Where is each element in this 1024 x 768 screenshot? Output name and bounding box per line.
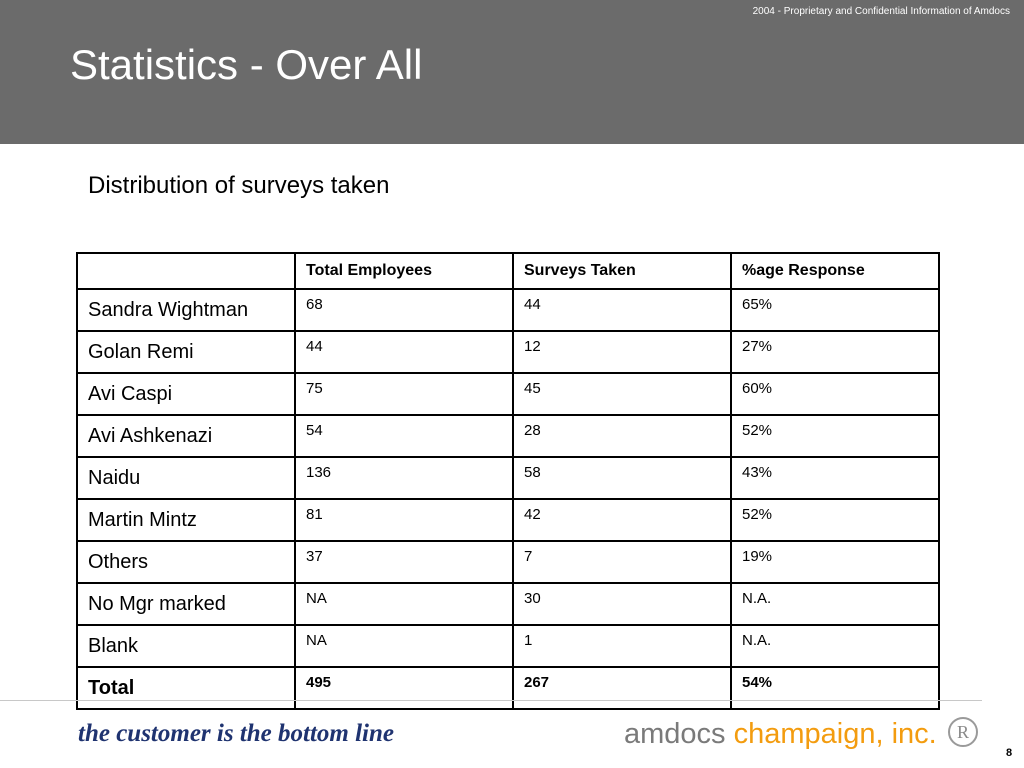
- logo-champaign-text: champaign, inc.: [733, 718, 937, 750]
- row-surveys-taken: 42: [512, 498, 732, 542]
- slide-subtitle: Distribution of surveys taken: [88, 172, 390, 199]
- column-header-total-employees: Total Employees: [294, 252, 514, 290]
- slide-header: 2004 - Proprietary and Confidential Info…: [0, 0, 1024, 144]
- row-response: 19%: [730, 540, 940, 584]
- company-logo: amdocs champaign, inc.: [624, 718, 937, 751]
- row-name: No Mgr marked: [76, 582, 296, 626]
- table-row: Golan Remi 44 12 27%: [76, 330, 940, 374]
- table-row: Avi Ashkenazi 54 28 52%: [76, 414, 940, 458]
- footer-tagline: the customer is the bottom line: [78, 720, 394, 747]
- row-name: Avi Ashkenazi: [76, 414, 296, 458]
- row-total-employees: 81: [294, 498, 514, 542]
- row-total-employees: NA: [294, 624, 514, 668]
- total-surveys-sum: 267: [512, 666, 732, 710]
- table-row: Others 37 7 19%: [76, 540, 940, 584]
- row-response: 52%: [730, 498, 940, 542]
- row-total-employees: NA: [294, 582, 514, 626]
- column-header-surveys-taken: Surveys Taken: [512, 252, 732, 290]
- row-response: N.A.: [730, 582, 940, 626]
- page-number: 8: [1006, 747, 1013, 759]
- row-total-employees: 37: [294, 540, 514, 584]
- row-name: Avi Caspi: [76, 372, 296, 416]
- registered-seal-icon: R: [948, 717, 978, 747]
- table-row: Naidu 136 58 43%: [76, 456, 940, 500]
- row-total-employees: 44: [294, 330, 514, 374]
- row-surveys-taken: 30: [512, 582, 732, 626]
- logo-amdocs-text: amdocs: [624, 718, 726, 750]
- total-row-label: Total: [76, 666, 296, 710]
- row-surveys-taken: 28: [512, 414, 732, 458]
- total-employees-sum: 495: [294, 666, 514, 710]
- row-response: 27%: [730, 330, 940, 374]
- row-name: Martin Mintz: [76, 498, 296, 542]
- row-surveys-taken: 45: [512, 372, 732, 416]
- row-surveys-taken: 7: [512, 540, 732, 584]
- column-header-response: %age Response: [730, 252, 940, 290]
- footer-divider: [0, 700, 982, 701]
- confidential-notice: 2004 - Proprietary and Confidential Info…: [752, 6, 1010, 17]
- row-name: Golan Remi: [76, 330, 296, 374]
- row-response: 43%: [730, 456, 940, 500]
- row-response: N.A.: [730, 624, 940, 668]
- table-row: No Mgr marked NA 30 N.A.: [76, 582, 940, 626]
- row-surveys-taken: 12: [512, 330, 732, 374]
- table-row: Sandra Wightman 68 44 65%: [76, 288, 940, 332]
- row-total-employees: 54: [294, 414, 514, 458]
- total-response-rate: 54%: [730, 666, 940, 710]
- table-header-row: Total Employees Surveys Taken %age Respo…: [76, 252, 940, 290]
- row-response: 60%: [730, 372, 940, 416]
- row-total-employees: 136: [294, 456, 514, 500]
- row-surveys-taken: 44: [512, 288, 732, 332]
- table-row: Avi Caspi 75 45 60%: [76, 372, 940, 416]
- row-response: 65%: [730, 288, 940, 332]
- row-name: Sandra Wightman: [76, 288, 296, 332]
- survey-distribution-table: Total Employees Surveys Taken %age Respo…: [76, 252, 940, 710]
- row-name: Others: [76, 540, 296, 584]
- table-row: Blank NA 1 N.A.: [76, 624, 940, 668]
- table-row: Martin Mintz 81 42 52%: [76, 498, 940, 542]
- column-header-name: [76, 252, 296, 290]
- table-total-row: Total 495 267 54%: [76, 666, 940, 710]
- row-name: Naidu: [76, 456, 296, 500]
- row-total-employees: 75: [294, 372, 514, 416]
- slide-title: Statistics - Over All: [70, 41, 423, 88]
- row-name: Blank: [76, 624, 296, 668]
- row-surveys-taken: 58: [512, 456, 732, 500]
- row-total-employees: 68: [294, 288, 514, 332]
- row-response: 52%: [730, 414, 940, 458]
- row-surveys-taken: 1: [512, 624, 732, 668]
